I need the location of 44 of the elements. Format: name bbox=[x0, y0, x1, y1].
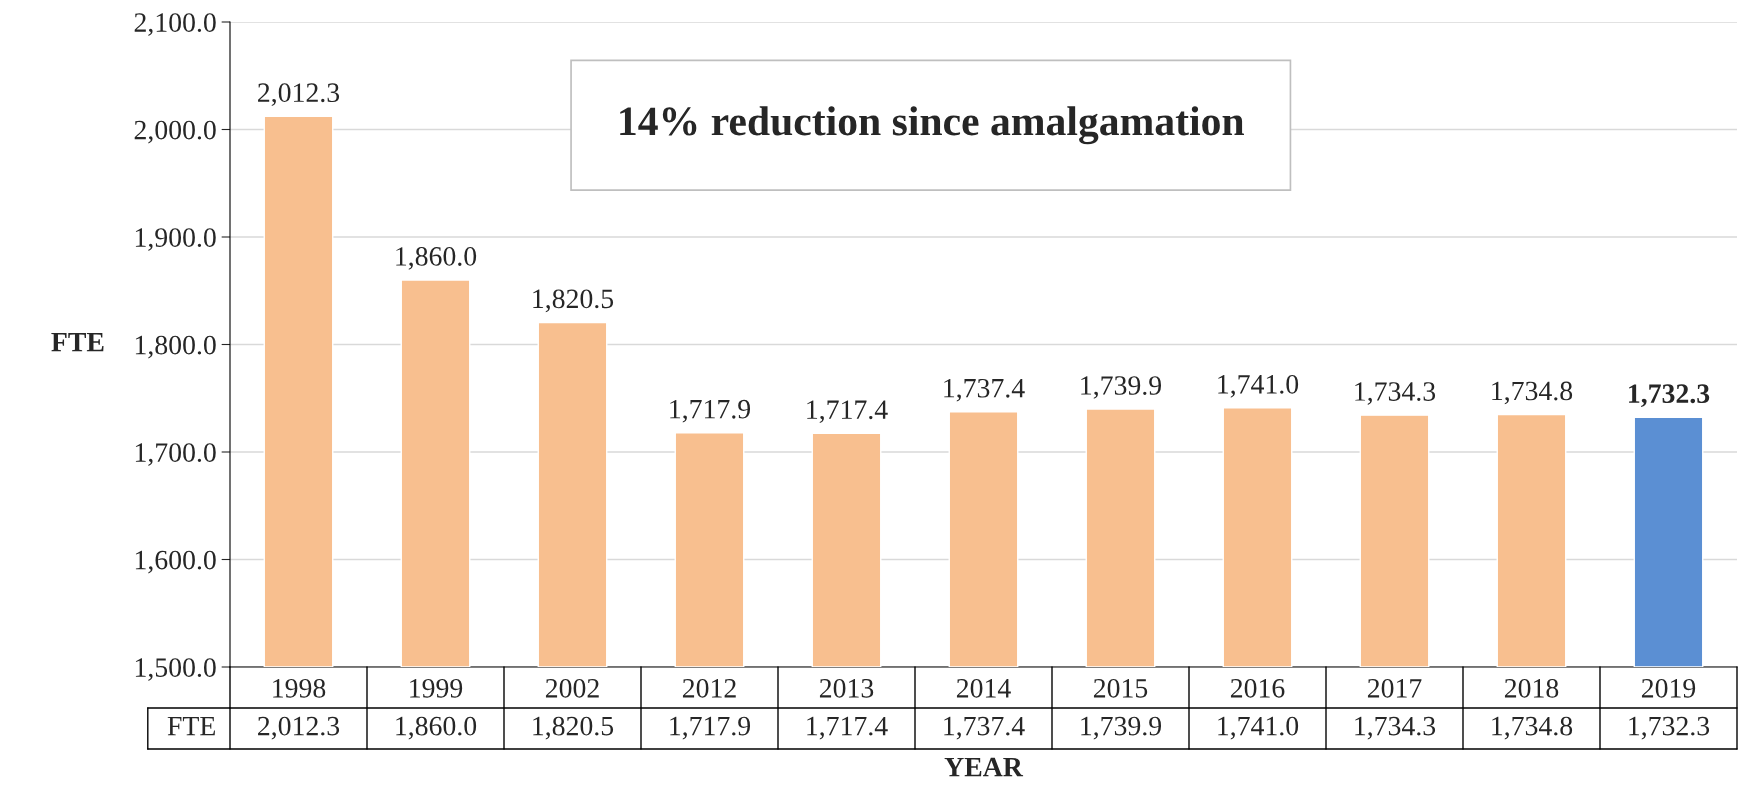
x-tick-label: 2019 bbox=[1641, 678, 1696, 698]
y-tick-label: 2,100.0 bbox=[134, 13, 216, 36]
data-label: 2,012.3 bbox=[258, 716, 340, 740]
text: 1,717.9 bbox=[670, 399, 751, 423]
data-label: 1,860.0 bbox=[396, 716, 477, 740]
text: 1,717.4 bbox=[807, 400, 888, 424]
x-tick-label: 2012 bbox=[682, 678, 736, 698]
x-tick-label: 2015 bbox=[1093, 678, 1148, 698]
data-label: 1,739.9 bbox=[1081, 716, 1162, 740]
x-tick-label: 2002 bbox=[545, 678, 599, 698]
text: 1,734.3 bbox=[1355, 382, 1436, 405]
y-tick-label: 1,600.0 bbox=[135, 550, 216, 574]
data-label: 1,717.9 bbox=[670, 716, 751, 740]
y-tick-label: 2,000.0 bbox=[134, 120, 216, 144]
text: 2,012.3 bbox=[258, 83, 340, 107]
x-tick-label: 2018 bbox=[1504, 678, 1559, 698]
text: 1,820.5 bbox=[533, 289, 614, 313]
text: 1,860.0 bbox=[396, 247, 477, 270]
data-label: 1,820.5 bbox=[533, 716, 614, 740]
data-label: 1,734.8 bbox=[1492, 716, 1573, 740]
x-tick-label: 2013 bbox=[819, 678, 874, 698]
x-tick-label: 2017 bbox=[1367, 678, 1422, 698]
y-axis-title: FTE bbox=[51, 332, 104, 352]
x-tick-label: 2016 bbox=[1230, 678, 1285, 698]
x-tick-label: 1999 bbox=[410, 678, 463, 698]
text: 1,737.4 bbox=[944, 378, 1025, 402]
data-label: 1,734.3 bbox=[1355, 716, 1436, 740]
text: 1,732.3 bbox=[1629, 384, 1710, 408]
y-tick-label: 1,800.0 bbox=[135, 335, 216, 359]
y-tick-label: 1,700.0 bbox=[135, 443, 216, 466]
x-tick-label: 2014 bbox=[956, 678, 1011, 698]
data-label: 1,741.0 bbox=[1218, 716, 1299, 740]
annotation: 14% reduction since amalgamation bbox=[620, 106, 1244, 145]
text: 1,734.8 bbox=[1492, 381, 1573, 405]
x-tick-label: 1998 bbox=[273, 678, 326, 698]
y-tick-label: 1,900.0 bbox=[135, 228, 216, 251]
text: 1,739.9 bbox=[1081, 376, 1162, 399]
data-label: 1,732.3 bbox=[1629, 716, 1710, 740]
text: FTE bbox=[167, 716, 215, 736]
y-tick-label: 1,500.0 bbox=[135, 658, 216, 681]
data-label: 1,717.4 bbox=[807, 716, 888, 740]
data-label: 1,737.4 bbox=[944, 716, 1025, 740]
text: 1,741.0 bbox=[1218, 374, 1299, 398]
x-axis-title: YEAR bbox=[944, 757, 1024, 777]
